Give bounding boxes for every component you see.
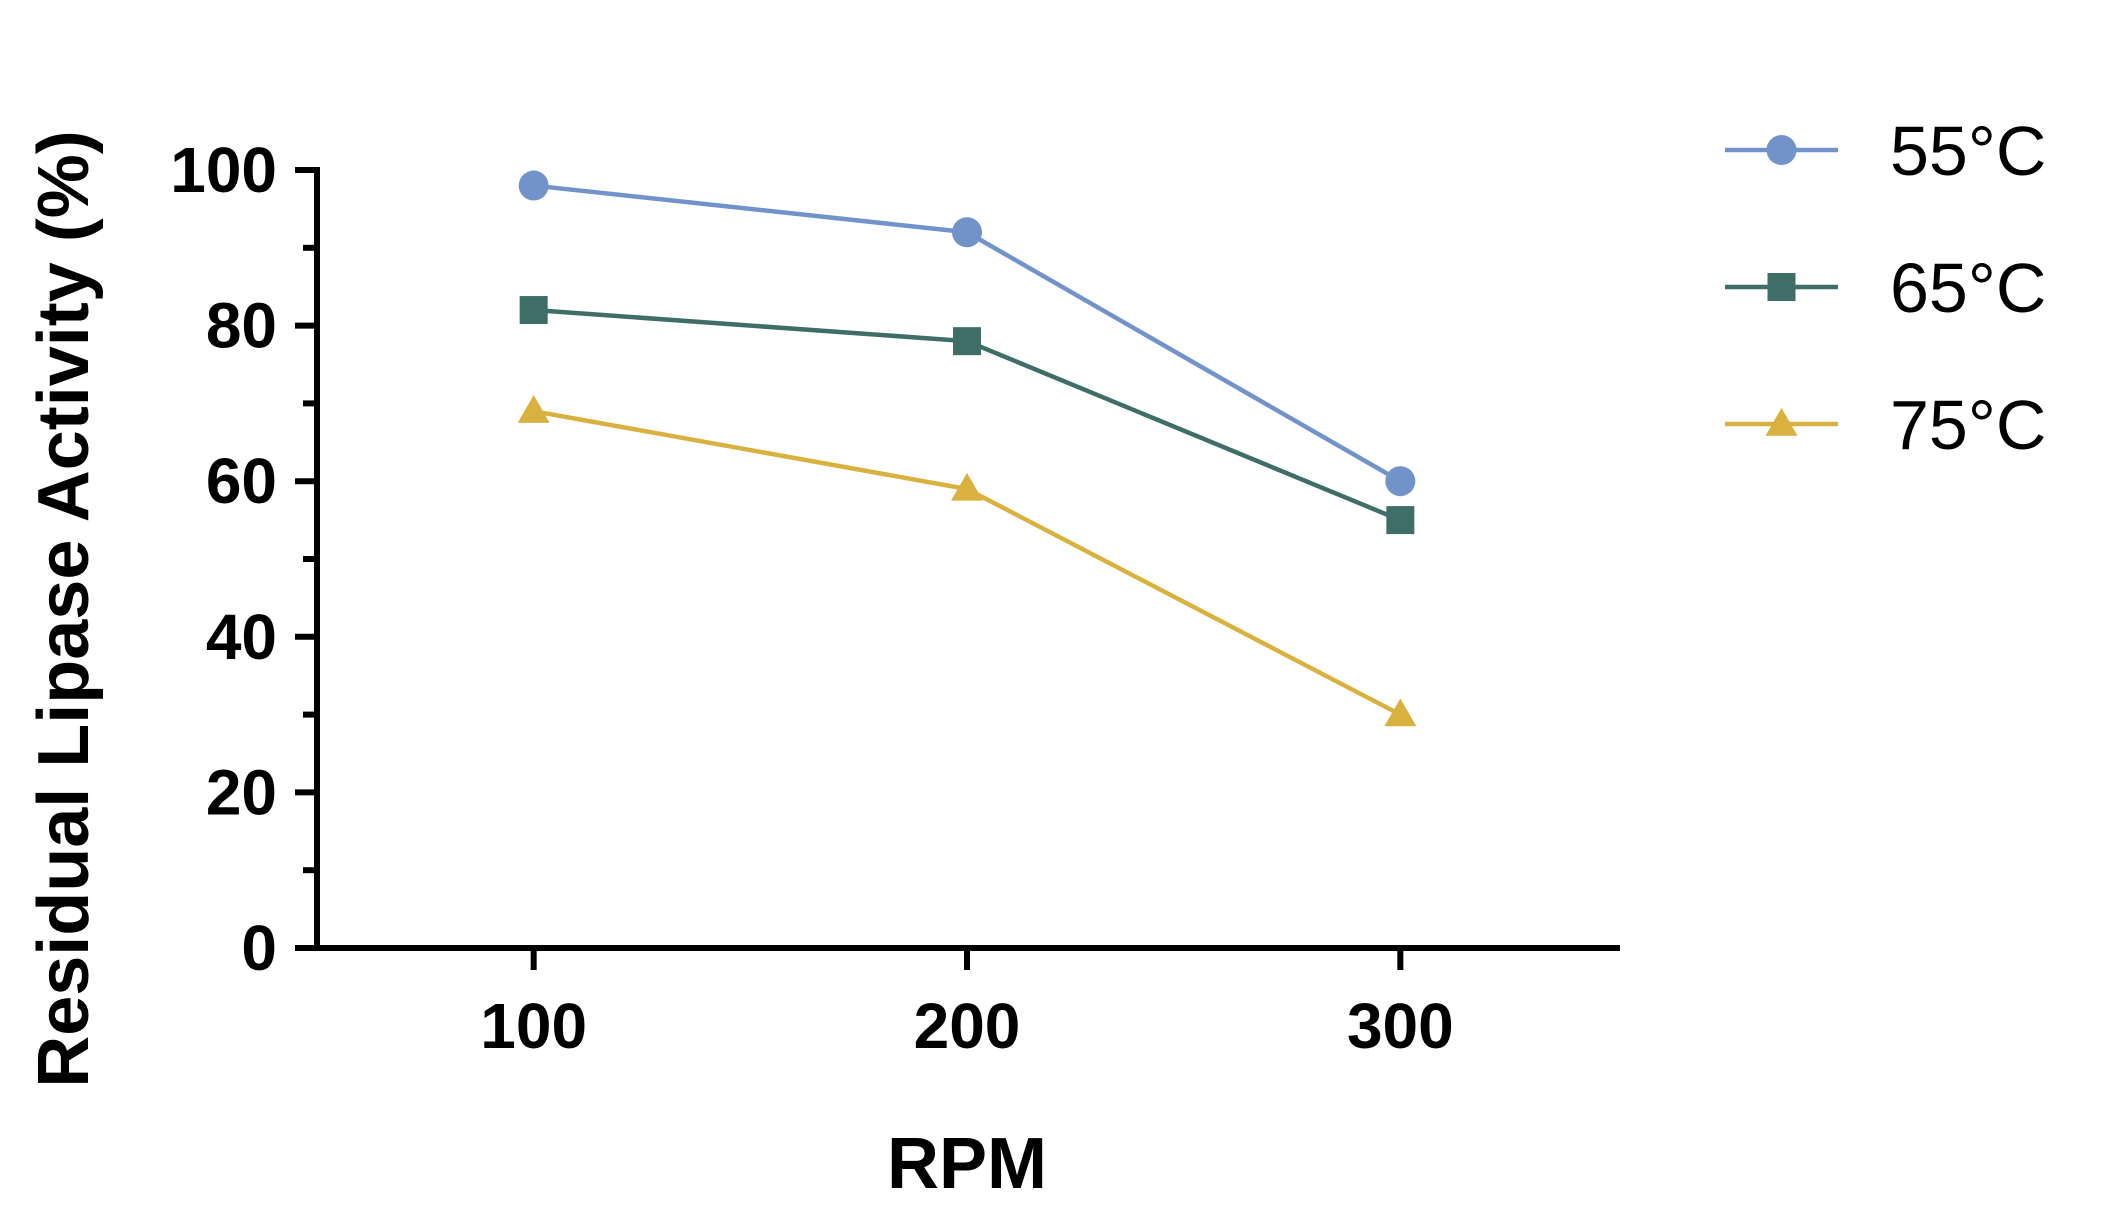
x-tick-label: 100 [480,990,587,1062]
data-point [518,170,549,201]
axes [314,167,1620,951]
y-axis-title: Residual Lipase Activity (%) [24,130,104,1088]
series-2 [519,296,1415,535]
x-axis-title: RPM [887,1124,1047,1204]
y-tick-label: 100 [170,134,277,206]
data-point [1384,698,1417,727]
legend-marker [1765,407,1798,436]
legend-item: 55°C [1725,112,2046,190]
legend-marker [1766,135,1797,165]
data-point [953,327,981,356]
legend-item: 65°C [1725,249,2046,327]
x-tick-label: 200 [914,990,1021,1062]
legend-marker [1767,273,1796,301]
legend-item: 75°C [1725,386,2046,464]
y-axis-ticks: 0 20 40 60 80 100 [170,134,317,984]
y-tick-label: 80 [206,290,277,362]
legend: 55°C 65°C 75°C [1725,112,2046,464]
data-point [952,217,982,248]
legend-label: 55°C [1890,112,2046,190]
y-tick-label: 40 [206,601,277,673]
y-tick-label: 20 [206,756,277,828]
x-tick-label: 300 [1347,990,1454,1062]
legend-label: 75°C [1890,386,2046,464]
y-tick-label: 60 [206,445,277,517]
data-point [1385,466,1416,497]
data-point [519,296,548,325]
x-axis-ticks: 100 200 300 [480,948,1454,1062]
y-tick-label: 0 [241,912,277,984]
series-3 [517,395,1417,727]
data-point [1386,506,1415,535]
series-line [533,408,1402,717]
data-point [951,472,983,501]
data-point [517,395,550,423]
legend-label: 65°C [1890,249,2046,327]
series-1 [518,170,1416,497]
series-layer [517,170,1417,727]
